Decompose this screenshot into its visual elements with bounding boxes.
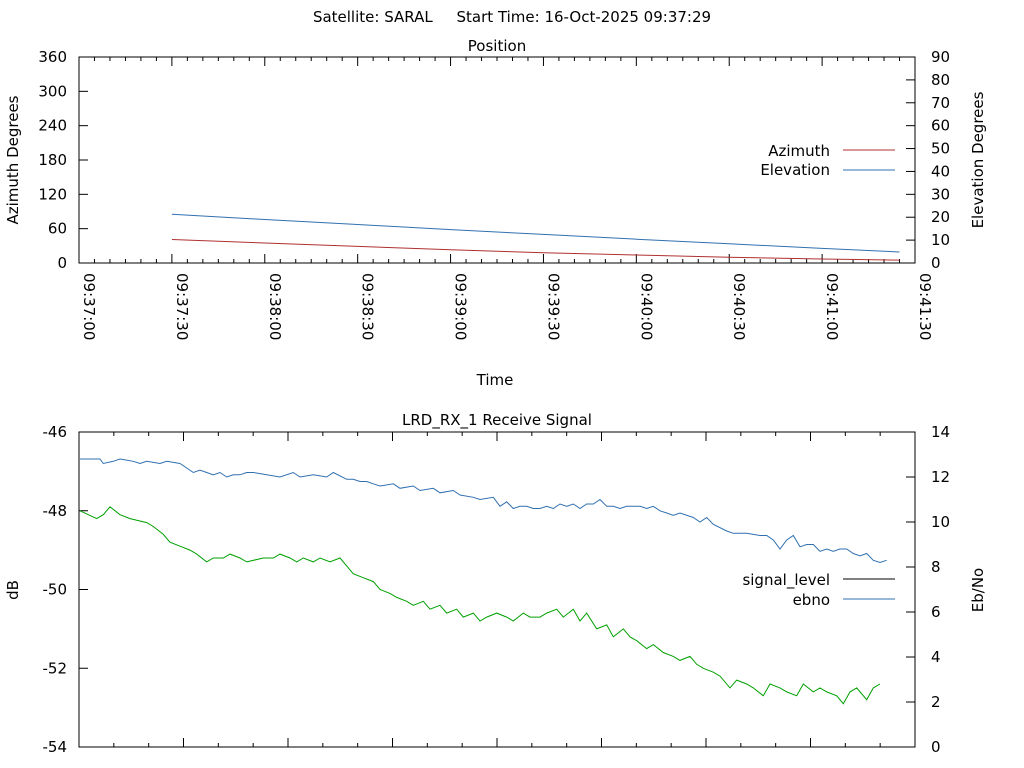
ebno-axis-label: Eb/No <box>969 568 987 612</box>
signal-tick-marks <box>78 431 916 748</box>
db-tick-labels: -46 -48 -50 -52 -54 <box>43 423 68 756</box>
page-title: Satellite: SARAL Start Time: 16-Oct-2025… <box>312 8 712 26</box>
ebno-tick-label: 14 <box>931 423 950 441</box>
time-tick-label: 09:40:00 <box>637 273 655 340</box>
azimuth-tick-labels: 0 60 120 180 240 300 360 <box>38 48 67 272</box>
azimuth-tick-label: 180 <box>38 151 67 169</box>
db-tick-label: -50 <box>43 581 68 599</box>
db-axis-label: dB <box>4 580 22 600</box>
elevation-tick-label: 70 <box>931 94 950 112</box>
elevation-tick-label: 60 <box>931 117 950 135</box>
elevation-tick-label: 50 <box>931 140 950 158</box>
time-tick-label: 09:37:30 <box>173 273 191 340</box>
legend-label-azimuth: Azimuth <box>768 142 830 160</box>
ebno-tick-label: 6 <box>931 603 941 621</box>
azimuth-tick-label: 0 <box>57 254 67 272</box>
position-chart: Position 0 60 120 180 240 300 360 0 10 20 30 40 50 6… <box>4 37 987 389</box>
legend-label-signal-level: signal_level <box>742 571 830 590</box>
time-tick-label: 09:39:30 <box>544 273 562 340</box>
elevation-tick-label: 40 <box>931 162 950 180</box>
time-axis-label: Time <box>476 371 514 389</box>
receive-signal-chart-title: LRD_RX_1 Receive Signal <box>402 411 592 430</box>
azimuth-tick-label: 60 <box>48 220 67 238</box>
azimuth-tick-label: 240 <box>38 117 67 135</box>
elevation-tick-label: 10 <box>931 231 950 249</box>
series-line-ebno <box>80 458 887 564</box>
time-tick-label: 09:41:30 <box>916 273 934 340</box>
time-tick-label: 09:37:00 <box>80 273 98 340</box>
position-legend: Azimuth Elevation <box>760 142 895 179</box>
time-tick-label: 09:39:00 <box>452 273 470 340</box>
series-line-elevation <box>171 213 900 253</box>
series-line-azimuth <box>171 239 900 261</box>
signal-plot-frame <box>78 431 916 748</box>
elevation-tick-label: 20 <box>931 208 950 226</box>
elevation-axis-label: Elevation Degrees <box>969 91 987 228</box>
db-tick-label: -48 <box>43 502 68 520</box>
ebno-tick-label: 0 <box>931 738 941 756</box>
db-tick-label: -46 <box>43 423 68 441</box>
time-tick-label: 09:41:00 <box>823 273 841 340</box>
ebno-tick-label: 12 <box>931 468 950 486</box>
position-series <box>171 213 900 261</box>
series-line-signal-level <box>79 506 881 705</box>
elevation-tick-label: 90 <box>931 48 950 66</box>
azimuth-axis-label: Azimuth Degrees <box>4 95 22 224</box>
elevation-tick-label: 80 <box>931 71 950 89</box>
receive-signal-chart: LRD_RX_1 Receive Signal -46-48-50-52-54 … <box>4 411 987 756</box>
ebno-tick-label: 4 <box>931 648 941 666</box>
ebno-tick-labels: 0 2 4 6 8 10 12 14 <box>931 423 950 756</box>
time-tick-label: 09:38:30 <box>359 273 377 340</box>
azimuth-tick-label: 120 <box>38 185 67 203</box>
ebno-tick-label: 10 <box>931 513 950 531</box>
time-tick-label: 09:40:30 <box>730 273 748 340</box>
db-tick-label: -52 <box>43 659 68 677</box>
signal-series <box>79 458 887 705</box>
signal-legend: signal_level ebno <box>742 571 895 609</box>
db-tick-label: -54 <box>43 738 68 756</box>
time-tick-label: 09:38:00 <box>266 273 284 340</box>
elevation-tick-label: 30 <box>931 185 950 203</box>
azimuth-tick-label: 300 <box>38 82 67 100</box>
position-chart-title: Position <box>468 37 526 55</box>
legend-label-elevation: Elevation <box>760 161 830 179</box>
legend-label-ebno: ebno <box>793 591 830 609</box>
elevation-tick-label: 0 <box>931 254 941 272</box>
time-tick-labels: 09:37:00 09:37:30 09:38:00 09:38:30 09:39:00… <box>80 273 934 340</box>
elevation-tick-labels: 0 10 20 30 40 50 60 70 80 90 <box>931 48 950 272</box>
ebno-tick-label: 8 <box>931 558 941 576</box>
ebno-tick-label: 2 <box>931 693 941 711</box>
position-tick-marks <box>78 56 916 264</box>
azimuth-tick-label: 360 <box>38 48 67 66</box>
